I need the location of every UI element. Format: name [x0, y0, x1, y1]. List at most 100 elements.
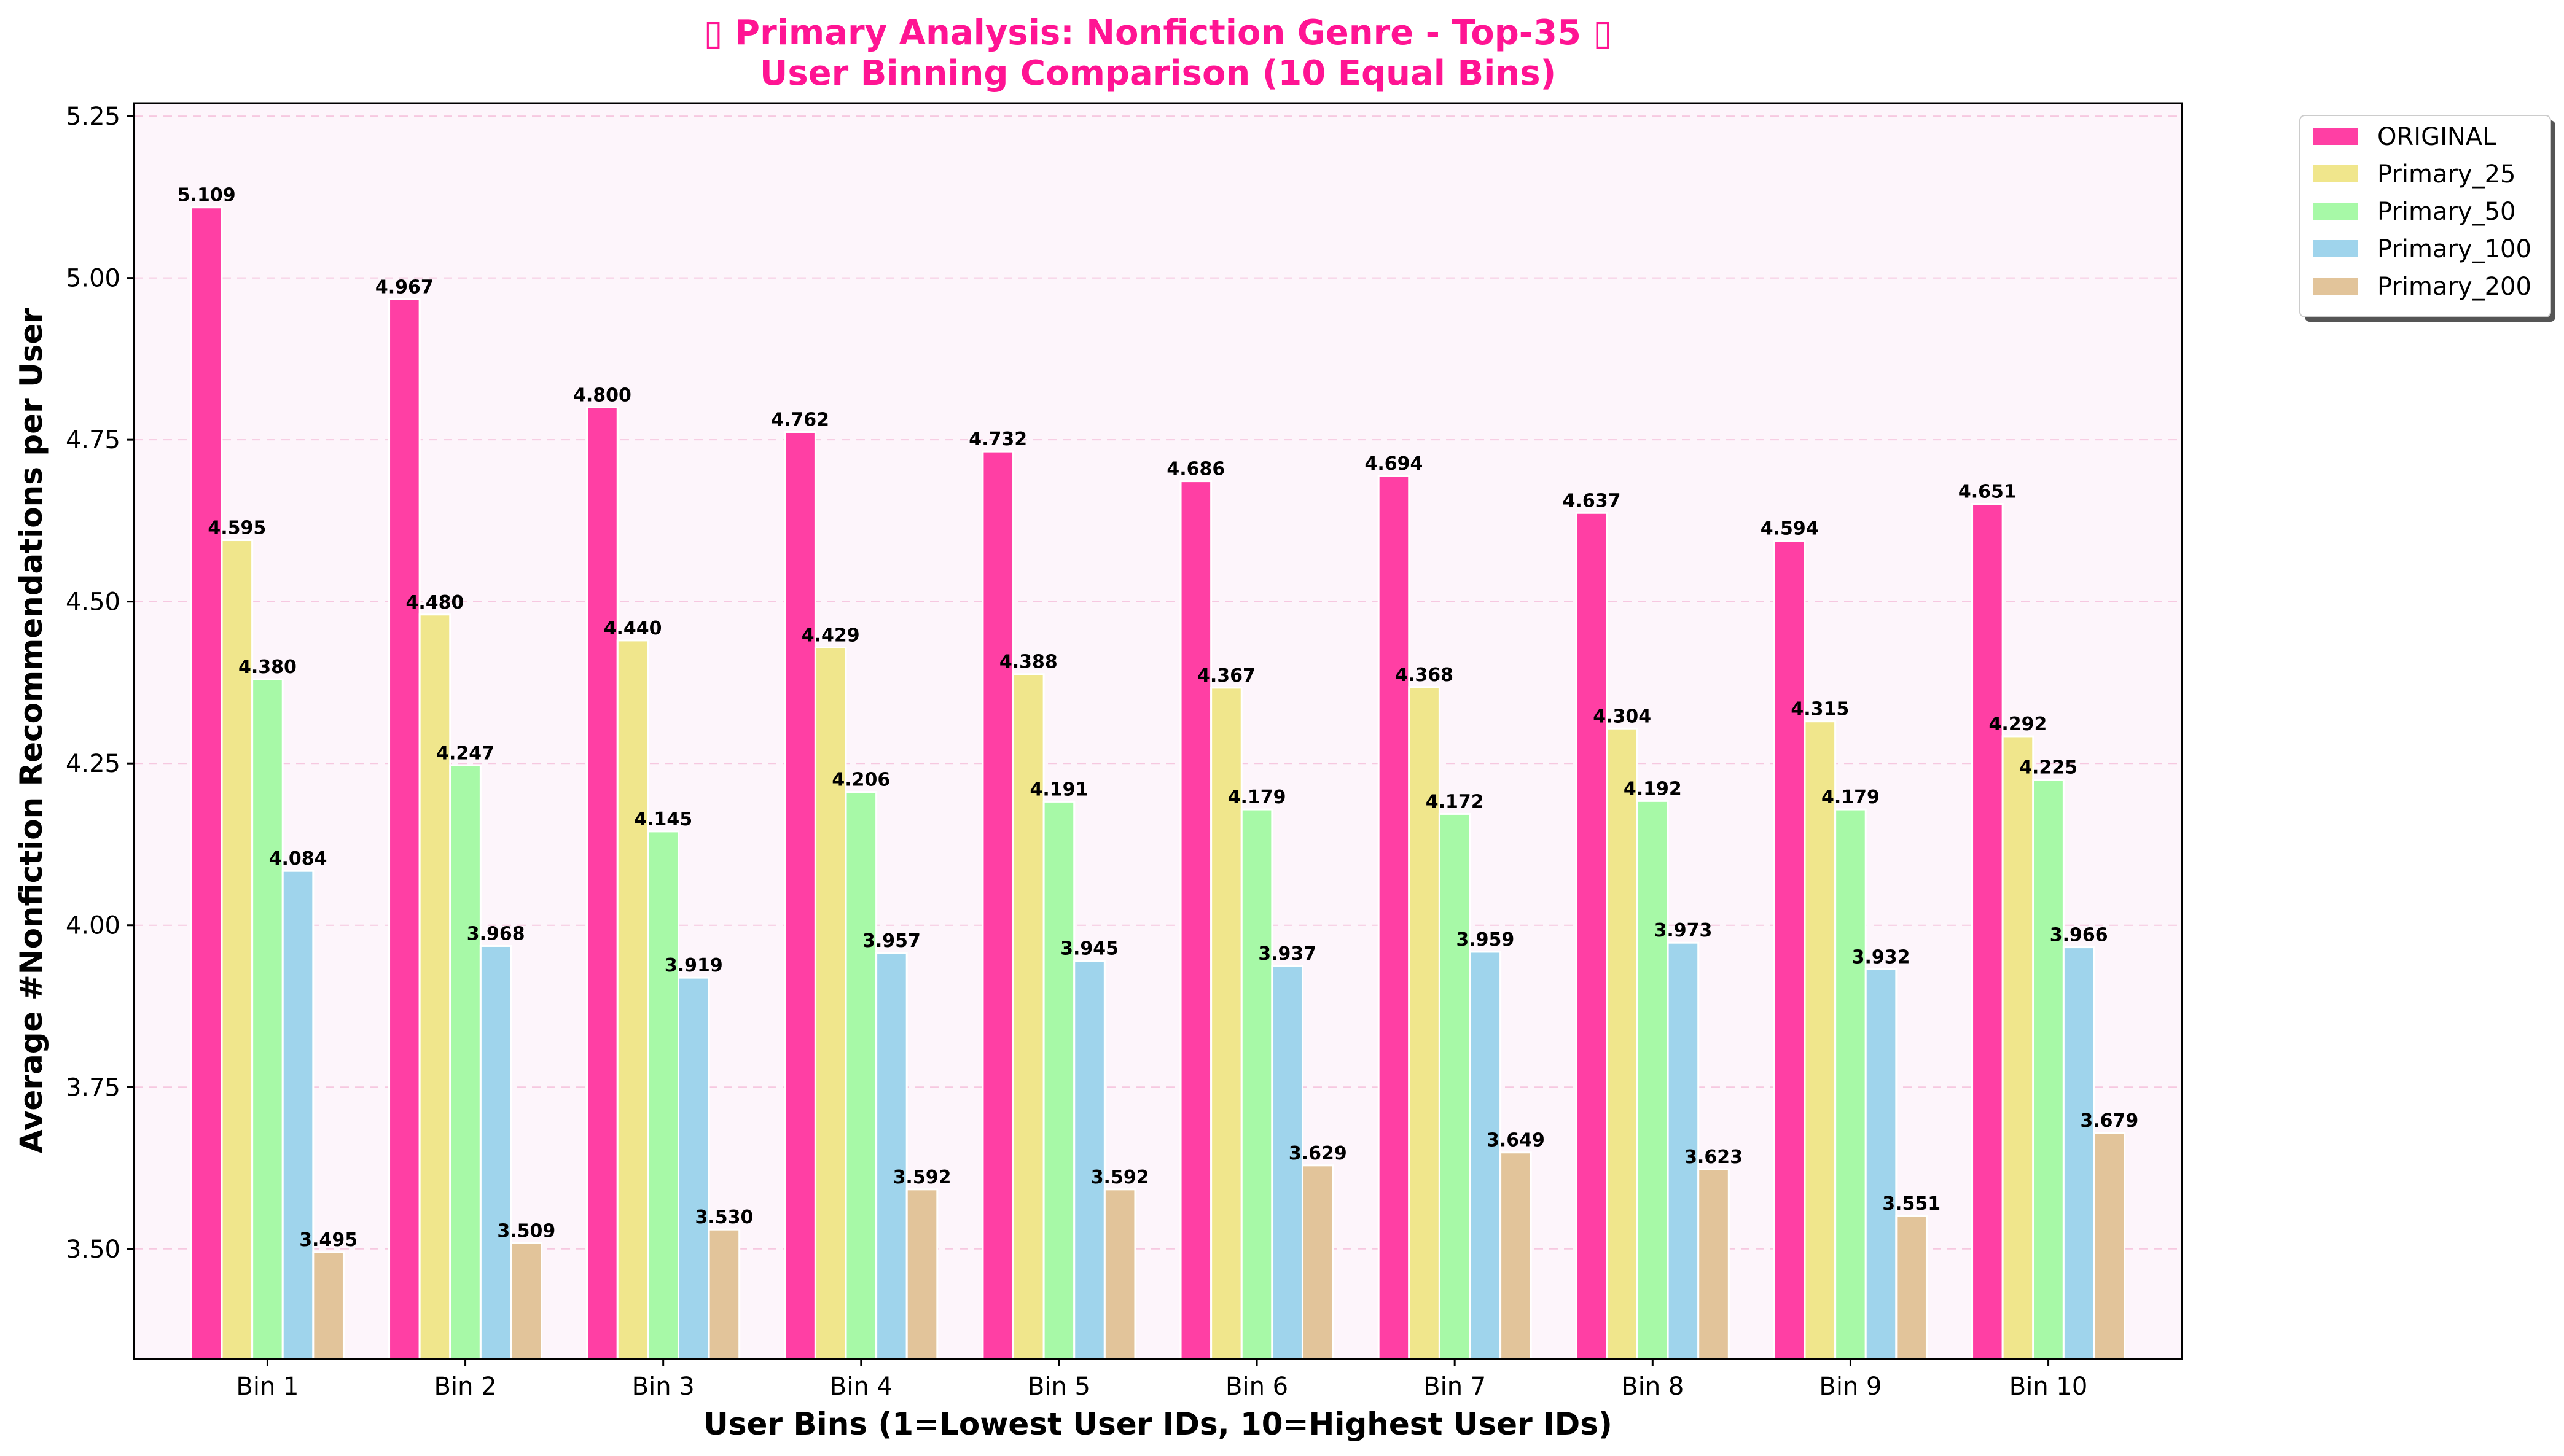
- bar: [1697, 1168, 1730, 1360]
- bar-value-label: 4.179: [1228, 787, 1286, 808]
- bar: [449, 764, 482, 1360]
- bar-value-label: 4.292: [1989, 714, 2047, 735]
- bar: [510, 1242, 543, 1360]
- bar-value-label: 4.225: [2019, 757, 2077, 779]
- x-tick-label: Bin 1: [236, 1372, 299, 1401]
- bar: [1469, 951, 1502, 1360]
- y-axis-ticks: 3.50 3.75 4.00 4.25 4.50 4.75 5.00 5.25: [66, 103, 134, 1264]
- bar: [1575, 512, 1608, 1360]
- bar: [845, 791, 878, 1360]
- bar: [1103, 1188, 1136, 1360]
- bar: [190, 206, 223, 1360]
- bar-value-label: 4.800: [573, 384, 631, 406]
- y-tick-label: 4.75: [66, 426, 120, 454]
- bar: [647, 830, 679, 1360]
- bar: [418, 613, 451, 1360]
- x-tick-label: Bin 9: [1819, 1372, 1882, 1401]
- bar: [1636, 800, 1669, 1360]
- bar: [1240, 808, 1273, 1360]
- bar: [1971, 503, 2004, 1360]
- y-tick-label: 4.00: [66, 912, 120, 940]
- bar: [677, 976, 710, 1360]
- bar-value-label: 4.315: [1791, 699, 1849, 720]
- bar-value-label: 3.551: [1882, 1193, 1941, 1215]
- bar-value-label: 4.247: [436, 742, 494, 764]
- bar: [388, 298, 421, 1360]
- bar: [1667, 941, 1700, 1360]
- bar: [1895, 1215, 1928, 1360]
- bar-value-label: 3.530: [695, 1207, 753, 1228]
- bar-value-label: 4.694: [1365, 453, 1423, 475]
- bar: [1012, 673, 1045, 1360]
- bar: [1864, 968, 1898, 1360]
- bar: [1438, 812, 1471, 1360]
- legend: ORIGINAL Primary_25 Primary_50 Primary_100 P…: [2299, 115, 2555, 322]
- bar-value-label: 3.592: [893, 1167, 952, 1188]
- bar-value-label: 4.191: [1030, 779, 1088, 800]
- bar-value-label: 3.629: [1289, 1143, 1347, 1164]
- bar: [1834, 808, 1867, 1360]
- bar-value-label: 4.084: [269, 848, 327, 870]
- bar: [875, 952, 908, 1360]
- bar: [982, 450, 1015, 1360]
- bar-value-label: 4.637: [1563, 490, 1621, 512]
- bar-value-label: 3.937: [1258, 943, 1316, 965]
- x-tick-label: Bin 6: [1225, 1372, 1288, 1401]
- y-tick-label: 4.25: [66, 750, 120, 778]
- bar: [1804, 720, 1837, 1360]
- y-tick-label: 4.50: [66, 588, 120, 617]
- chart-title-line2: User Binning Comparison (10 Equal Bins): [760, 53, 1556, 93]
- bar-value-label: 4.686: [1167, 459, 1225, 480]
- bar-value-label: 4.480: [405, 592, 464, 613]
- legend-label: Primary_50: [2377, 198, 2515, 226]
- legend-swatch: [2313, 165, 2358, 182]
- x-tick-label: Bin 7: [1423, 1372, 1486, 1401]
- legend-label: Primary_100: [2377, 235, 2531, 263]
- bar-value-label: 3.623: [1684, 1147, 1743, 1168]
- bar-value-label: 4.762: [771, 409, 829, 430]
- bar: [2062, 946, 2095, 1360]
- x-tick-label: Bin 10: [2009, 1372, 2088, 1401]
- bar-value-label: 4.179: [1821, 787, 1880, 808]
- bar: [2032, 779, 2065, 1360]
- bar: [708, 1228, 741, 1360]
- y-tick-label: 3.75: [66, 1073, 120, 1102]
- bar-value-label: 4.732: [969, 429, 1027, 450]
- bar-value-label: 4.206: [832, 769, 890, 791]
- bar: [586, 406, 619, 1360]
- x-tick-label: Bin 8: [1621, 1372, 1684, 1401]
- bar-value-label: 3.919: [665, 955, 723, 976]
- bar-value-label: 4.368: [1395, 664, 1453, 686]
- bar-value-label: 3.592: [1091, 1167, 1149, 1188]
- bar-value-label: 4.594: [1761, 518, 1819, 540]
- bar: [1606, 727, 1639, 1360]
- bar-value-label: 4.388: [999, 652, 1058, 673]
- bar-value-label: 3.932: [1852, 946, 1910, 968]
- bar-value-label: 3.495: [299, 1229, 358, 1251]
- bar: [251, 678, 284, 1360]
- bar: [814, 647, 847, 1360]
- bar: [2001, 735, 2034, 1360]
- bar-value-label: 3.959: [1456, 929, 1514, 951]
- y-tick-label: 3.50: [66, 1236, 120, 1264]
- x-axis-label: User Bins (1=Lowest User IDs, 10=Highest…: [703, 1406, 1612, 1442]
- bar: [784, 430, 816, 1360]
- x-tick-label: Bin 3: [632, 1372, 695, 1401]
- y-axis-label: Average #Nonfiction Recommendations per …: [14, 308, 49, 1154]
- bar-value-label: 3.966: [2050, 925, 2108, 946]
- legend-label: ORIGINAL: [2377, 123, 2496, 151]
- plot-frame: [133, 102, 2183, 1360]
- bar-value-label: 3.945: [1060, 938, 1119, 960]
- legend-swatch: [2313, 203, 2358, 220]
- legend-swatch: [2313, 240, 2358, 257]
- bar-value-label: 4.595: [208, 518, 266, 539]
- bar: [1073, 960, 1106, 1360]
- bar-value-label: 4.192: [1624, 778, 1682, 800]
- x-tick-label: Bin 2: [434, 1372, 497, 1401]
- bar: [1179, 480, 1213, 1360]
- bar: [479, 944, 512, 1360]
- bar-value-label: 3.957: [862, 930, 921, 952]
- bar-value-label: 4.172: [1426, 791, 1484, 812]
- bar-value-label: 3.649: [1487, 1130, 1545, 1151]
